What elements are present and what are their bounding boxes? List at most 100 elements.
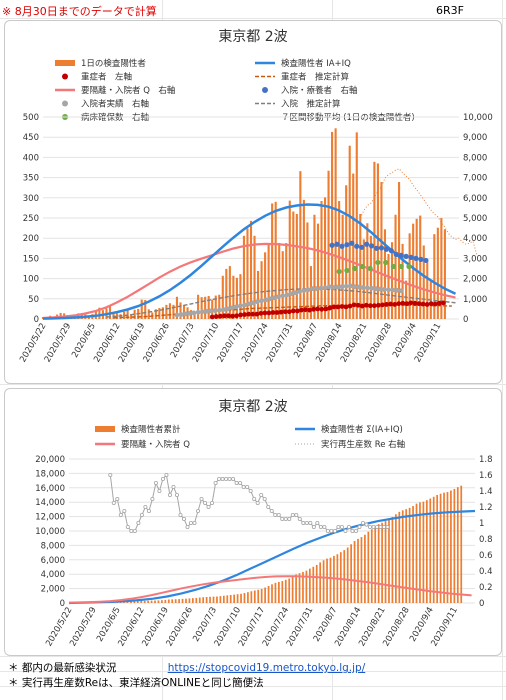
cumulative-bar bbox=[422, 501, 425, 603]
daily-positive-bar bbox=[256, 270, 260, 319]
cumulative-bar bbox=[136, 601, 139, 603]
cumulative-bar bbox=[436, 494, 439, 603]
ia-iq-line bbox=[42, 203, 457, 320]
inpatient-actual-point bbox=[267, 296, 273, 302]
hospitalized-point bbox=[368, 243, 375, 249]
re-point bbox=[146, 509, 151, 514]
severe-point bbox=[331, 304, 337, 310]
re-point bbox=[353, 528, 358, 533]
cumulative-bar bbox=[243, 593, 246, 603]
cumulative-bar bbox=[425, 500, 428, 603]
chart-legend-2: 検査陽性者累計 検査陽性者 Σ(IA+IQ) 要隔離・入院者 Q 実行再生産数 Re … bbox=[95, 424, 405, 450]
re-point bbox=[301, 520, 306, 525]
cumulative-bar bbox=[188, 598, 191, 603]
daily-positive-bar bbox=[320, 201, 323, 319]
daily-positive-bars bbox=[41, 128, 446, 319]
y-right-tick: 1,000 bbox=[463, 295, 487, 305]
cumulative-bars bbox=[68, 485, 463, 603]
y-left-tick: 400 bbox=[23, 153, 39, 163]
re-point bbox=[150, 497, 155, 502]
cumulative-bar bbox=[295, 574, 297, 603]
re-point bbox=[371, 524, 376, 529]
severe-point bbox=[440, 300, 446, 306]
daily-positive-bar bbox=[281, 251, 284, 319]
re-point bbox=[245, 485, 250, 490]
inpatient-actual-point bbox=[204, 308, 209, 314]
x-tick-label: 2020/9/4 bbox=[391, 322, 419, 360]
chart-panel-wave2-cumulative[interactable]: 東京都 2波 検査陽性者累計 検査陽性者 Σ(IA+IQ) 要隔離・入院者 Q 実行再… bbox=[4, 388, 502, 656]
severe-point bbox=[266, 310, 272, 316]
y-axis-right: 0 1,000 2,000 3,000 4,000 5,000 6,000 7,000 8,00… bbox=[463, 113, 493, 325]
legend-item: 入院者実績 右軸 bbox=[62, 99, 149, 110]
cumulative-bar bbox=[181, 598, 184, 603]
inpatient-actual-point bbox=[335, 284, 341, 290]
hospitalized-point bbox=[349, 240, 355, 246]
re-point bbox=[322, 524, 327, 529]
daily-positive-bar bbox=[253, 235, 256, 319]
cumulative-bar bbox=[161, 600, 163, 603]
cumulative-bar bbox=[353, 540, 356, 603]
y-left-tick: 300 bbox=[23, 194, 39, 204]
hospitalized-point bbox=[334, 241, 340, 247]
re-point bbox=[385, 524, 390, 529]
re-point bbox=[224, 477, 229, 482]
covid-site-link[interactable]: https://stopcovid19.metro.tokyo.lg.jp/ bbox=[167, 662, 366, 674]
severe-point bbox=[359, 303, 365, 309]
inpatient-actual-point bbox=[390, 287, 396, 293]
daily-positive-bar bbox=[168, 303, 171, 319]
cumulative-bar bbox=[126, 601, 129, 603]
y-right-tick: 1.4 bbox=[479, 487, 493, 497]
cumulative-bar bbox=[271, 584, 273, 603]
secured-beds-point bbox=[406, 263, 412, 270]
inpatient-actual-point bbox=[259, 298, 264, 304]
daily-positive-bar bbox=[415, 218, 418, 319]
y-right-tick: 0.6 bbox=[479, 551, 493, 561]
cumulative-bar bbox=[212, 596, 215, 603]
secured-beds-point bbox=[383, 259, 389, 266]
cumulative-bar bbox=[398, 511, 401, 603]
severe-point bbox=[262, 310, 268, 316]
chart-panel-wave2-daily[interactable]: 東京都 2波 1日の検査陽性者 検査陽性者 IA+IQ 重症者 左軸 重症者 推定計算… bbox=[4, 20, 502, 384]
re-point bbox=[350, 528, 355, 533]
y-right-tick: 7,000 bbox=[463, 174, 487, 184]
y-right-tick: 4,000 bbox=[463, 234, 487, 244]
daily-positive-bar bbox=[228, 266, 231, 319]
y-left-tick: 14,000 bbox=[35, 498, 65, 508]
re-point bbox=[339, 524, 344, 529]
daily-positive-bar bbox=[338, 201, 341, 319]
severe-point bbox=[436, 300, 442, 306]
cumulative-bar bbox=[432, 496, 435, 603]
daily-positive-bar bbox=[204, 296, 207, 319]
inpatient-actual-point bbox=[208, 308, 214, 314]
cumulative-bar bbox=[264, 587, 266, 603]
cumulative-bar bbox=[284, 579, 287, 603]
hospitalized-point bbox=[398, 252, 404, 258]
y-right-tick: 0.2 bbox=[479, 583, 493, 593]
inpatient-actual-point bbox=[174, 312, 180, 318]
daily-positive-bar bbox=[355, 132, 358, 319]
daily-positive-bar bbox=[302, 199, 305, 319]
re-point bbox=[178, 513, 183, 518]
y-left-tick: 10,000 bbox=[35, 527, 65, 537]
cumulative-bar bbox=[240, 593, 242, 603]
daily-positive-bar bbox=[172, 304, 175, 319]
inpatient-actual-point bbox=[348, 283, 353, 289]
severe-point bbox=[384, 302, 389, 307]
inpatient-actual-point bbox=[373, 286, 379, 292]
daily-positive-bar bbox=[387, 253, 390, 319]
severe-point bbox=[380, 302, 385, 308]
inpatient-actual-point bbox=[263, 297, 269, 303]
legend-label: 検査陽性者 Σ(IA+IQ) bbox=[321, 424, 403, 435]
inpatient-actual-point bbox=[318, 285, 324, 291]
re-point bbox=[199, 497, 204, 502]
re-point bbox=[196, 509, 201, 514]
inpatient-actual-point bbox=[195, 309, 201, 315]
y-left-tick: 18,000 bbox=[35, 469, 65, 479]
y-right-tick: 9,000 bbox=[463, 133, 487, 143]
cumulative-bar bbox=[143, 600, 146, 603]
severe-point bbox=[371, 303, 377, 309]
daily-positive-bar bbox=[165, 304, 168, 319]
legend-swatch-dot bbox=[262, 87, 268, 93]
re-point bbox=[139, 513, 144, 518]
re-point bbox=[343, 528, 348, 533]
